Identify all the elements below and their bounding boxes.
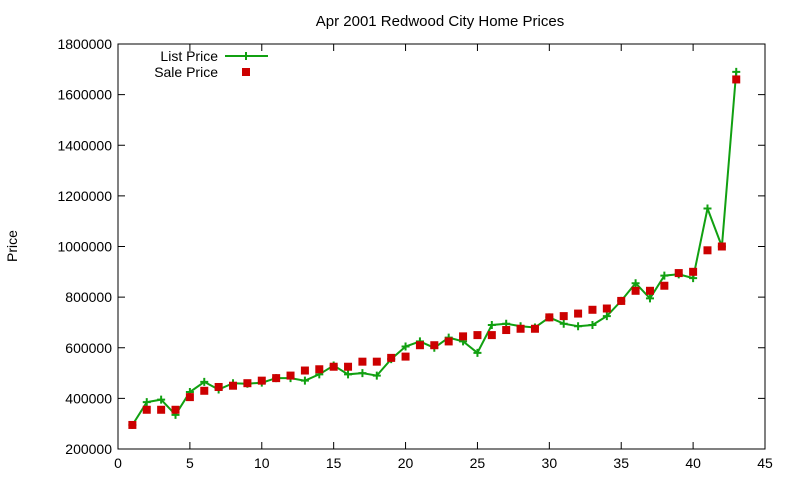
list-price-point — [142, 398, 151, 407]
sale-price-point — [344, 362, 353, 371]
sale-price-point — [157, 405, 166, 414]
sale-price-point — [530, 324, 539, 333]
legend-swatch-sale-price — [242, 68, 250, 76]
sale-price-point — [631, 286, 640, 295]
list-price-point — [574, 322, 583, 331]
sale-price-point — [229, 381, 238, 390]
y-tick-label: 800000 — [65, 289, 112, 305]
sale-price-point — [171, 405, 180, 414]
x-tick-label: 15 — [326, 455, 342, 471]
sale-price-point — [732, 75, 741, 84]
sale-price-point — [286, 371, 295, 380]
x-tick-label: 10 — [254, 455, 270, 471]
sale-price-point — [717, 242, 726, 251]
sale-price-point — [128, 420, 137, 429]
list-price-line — [131, 71, 738, 426]
x-tick-label: 20 — [398, 455, 414, 471]
y-tick-label: 1200000 — [57, 188, 112, 204]
series-layer — [128, 67, 741, 429]
x-tick-label: 25 — [470, 455, 486, 471]
sale-price-point — [401, 352, 410, 361]
x-tick-label: 30 — [542, 455, 558, 471]
sale-price-point — [674, 269, 683, 278]
list-price-point — [631, 279, 640, 288]
legend-label-sale-price: Sale Price — [154, 64, 218, 80]
x-tick-label: 45 — [757, 455, 773, 471]
list-price-point — [487, 320, 496, 329]
sale-price-point — [588, 305, 597, 314]
list-price-point — [660, 271, 669, 280]
list-price-point — [559, 319, 568, 328]
sale-price-point — [473, 331, 482, 340]
sale-price-point — [430, 341, 439, 350]
list-price-point — [358, 369, 367, 378]
y-tick-label: 1600000 — [57, 87, 112, 103]
sale-price-point — [559, 312, 568, 321]
list-price-point — [473, 348, 482, 357]
y-tick-label: 400000 — [65, 390, 112, 406]
sale-price-point — [617, 296, 626, 305]
sale-price-point — [372, 357, 381, 366]
sale-price-point — [214, 382, 223, 391]
sale-price-point — [300, 366, 309, 375]
sale-price-point — [502, 326, 511, 335]
sale-price-point — [574, 309, 583, 318]
y-tick-label: 600000 — [65, 340, 112, 356]
y-axis: 200000 400000 600000 800000 1000000 1200000 14… — [57, 36, 765, 457]
sale-price-point — [142, 405, 151, 414]
legend-label-list-price: List Price — [160, 48, 218, 64]
sale-price-point — [387, 353, 396, 362]
list-price-point — [732, 67, 741, 76]
sale-price-point — [185, 393, 194, 402]
sale-price-point — [516, 324, 525, 333]
x-tick-label: 40 — [685, 455, 701, 471]
y-tick-label: 1000000 — [57, 239, 112, 255]
x-axis: 0 5 10 15 20 25 30 35 40 45 — [114, 44, 773, 471]
x-tick-label: 0 — [114, 455, 122, 471]
sale-price-point — [703, 246, 712, 255]
legend-plus-marker — [242, 52, 250, 60]
list-price-point — [602, 312, 611, 321]
y-tick-label: 200000 — [65, 441, 112, 457]
sale-price-point — [257, 376, 266, 385]
sale-price-point — [315, 365, 324, 374]
sale-price-point — [358, 357, 367, 366]
sale-price-point — [243, 379, 252, 388]
sale-price-point — [645, 286, 654, 295]
sale-price-point — [272, 374, 281, 383]
sale-price-point — [459, 332, 468, 341]
sale-price-point — [660, 281, 669, 290]
chart-title: Apr 2001 Redwood City Home Prices — [316, 13, 564, 30]
list-price-point — [344, 370, 353, 379]
y-axis-label: Price — [4, 230, 20, 262]
list-price-point — [703, 204, 712, 213]
list-price-point — [157, 395, 166, 404]
sale-price-point — [200, 386, 209, 395]
list-price-point — [200, 377, 209, 386]
sale-price-point — [689, 267, 698, 276]
list-price-point — [588, 320, 597, 329]
legend: List Price Sale Price — [154, 48, 268, 80]
sale-price-point — [602, 304, 611, 313]
y-tick-label: 1800000 — [57, 36, 112, 52]
sale-price-point — [545, 313, 554, 322]
x-tick-label: 5 — [186, 455, 194, 471]
sale-price-point — [415, 341, 424, 350]
list-price-point — [645, 294, 654, 303]
sale-price-point — [487, 331, 496, 340]
list-price-point — [372, 371, 381, 380]
sale-price-point — [329, 362, 338, 371]
sale-price-point — [444, 337, 453, 346]
list-price-point — [300, 376, 309, 385]
y-tick-label: 1400000 — [57, 137, 112, 153]
list-price-point — [401, 342, 410, 351]
x-tick-label: 35 — [613, 455, 629, 471]
